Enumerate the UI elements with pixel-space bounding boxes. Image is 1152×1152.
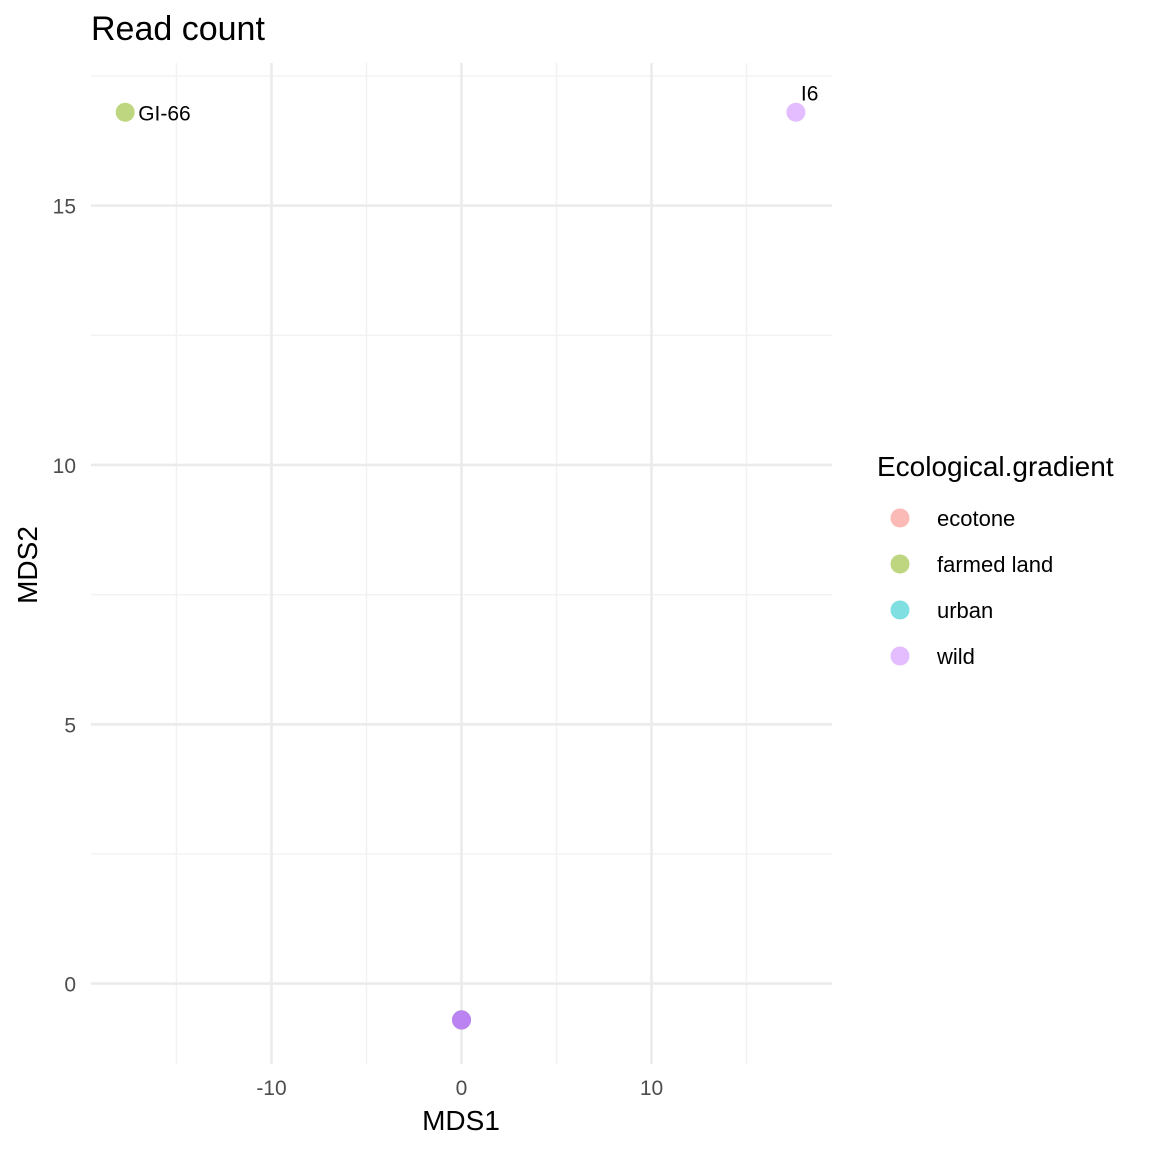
legend-label: urban [937, 598, 993, 623]
legend-label: ecotone [937, 506, 1015, 531]
y-tick-label: 0 [64, 974, 76, 997]
legend-key [890, 646, 910, 666]
data-point-labels: GI-66 I6 [138, 82, 818, 125]
x-tick-label: 0 [456, 1077, 468, 1100]
legend-key [890, 600, 910, 620]
x-axis-tick-labels: -10 0 10 [256, 1077, 663, 1100]
data-point [452, 1010, 471, 1030]
legend-label: wild [936, 644, 975, 669]
y-axis-tick-labels: 0 5 10 15 [53, 196, 76, 997]
x-tick-label: -10 [256, 1077, 286, 1100]
y-tick-label: 10 [53, 455, 76, 478]
y-tick-label: 5 [64, 714, 76, 737]
y-tick-label: 15 [53, 196, 76, 219]
legend-label: farmed land [937, 552, 1053, 577]
legend-key [890, 554, 910, 574]
legend-title: Ecological.gradient [877, 451, 1114, 482]
legend: Ecological.gradient ecotone farmed land ur… [877, 451, 1114, 669]
legend-key [890, 508, 910, 528]
data-point-label: I6 [801, 82, 819, 105]
x-tick-label: 10 [640, 1077, 663, 1100]
data-point [115, 102, 135, 122]
x-axis-title: MDS1 [422, 1105, 500, 1136]
data-point [786, 102, 806, 122]
major-gridlines [91, 63, 832, 1064]
y-axis-title: MDS2 [12, 526, 43, 604]
data-point-label: GI-66 [138, 102, 191, 125]
chart-title: Read count [91, 10, 265, 48]
data-points [115, 102, 806, 1030]
